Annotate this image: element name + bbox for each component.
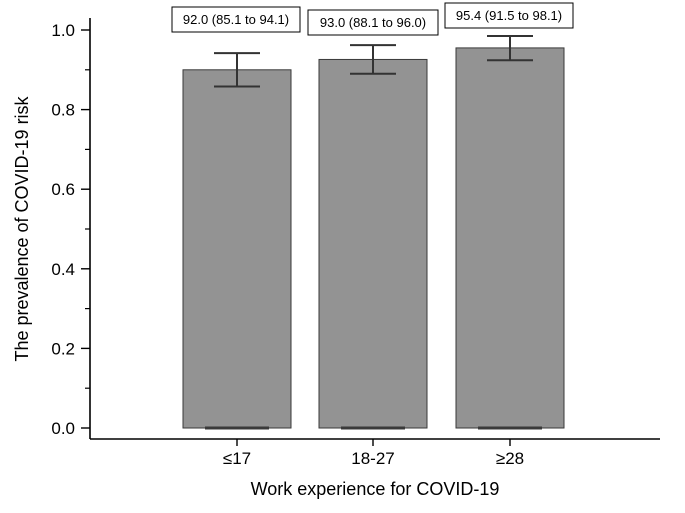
bar (318, 58, 428, 429)
bar (182, 69, 292, 429)
annotation-label: 95.4 (91.5 to 98.1) (456, 8, 562, 23)
annotation-label: 92.0 (85.1 to 94.1) (183, 12, 289, 27)
annotation-box (307, 9, 439, 36)
error-bars-layer (214, 34, 533, 88)
bars-layer (182, 47, 565, 430)
x-axis-label: Work experience for COVID-19 (251, 479, 500, 499)
y-axis-label: The prevalence of COVID-19 risk (12, 95, 32, 361)
annotation-label: 93.0 (88.1 to 96.0) (320, 15, 426, 30)
x-tick-label: ≥28 (496, 449, 524, 468)
x-ticks: ≤17 18-27 ≥28 (223, 439, 524, 468)
x-tick-label: ≤17 (223, 449, 251, 468)
y-tick-label: 0.6 (51, 180, 75, 199)
annotations-layer: 92.0 (85.1 to 94.1) 93.0 (88.1 to 96.0) 95… (171, 2, 574, 36)
y-tick-label: 0.2 (51, 339, 75, 358)
annotation-box (171, 6, 301, 33)
y-tick-label: 0.4 (51, 260, 75, 279)
y-tick-label: 0.8 (51, 101, 75, 120)
y-ticks: 0.0 0.2 0.4 0.6 0.8 1.0 (51, 21, 90, 438)
annotation-box (444, 2, 574, 29)
y-tick-label: 0.0 (51, 419, 75, 438)
bar (455, 47, 565, 429)
x-tick-label: 18-27 (351, 449, 394, 468)
y-tick-label: 1.0 (51, 21, 75, 40)
